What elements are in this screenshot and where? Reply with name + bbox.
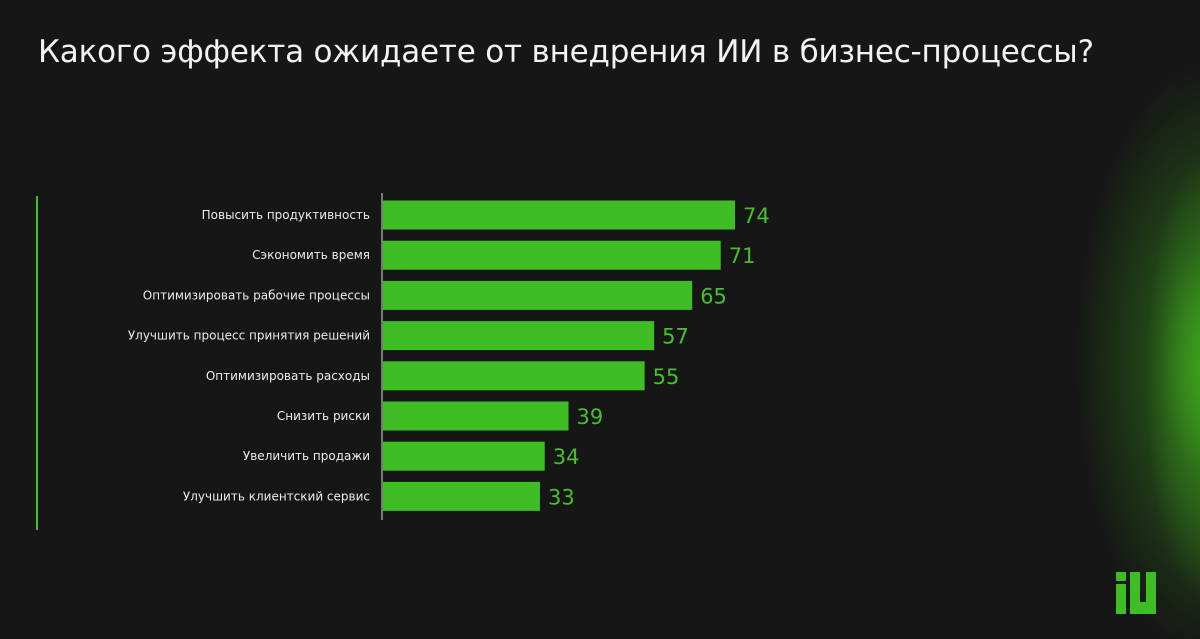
value-label: 55 [653,365,680,389]
value-label: 71 [729,244,756,268]
bar [383,321,655,351]
accent-line [36,196,38,530]
iu-logo-icon [1116,572,1156,614]
bar [383,200,735,230]
page-title: Какого эффекта ожидаете от внедрения ИИ … [38,34,1094,70]
bar [383,280,693,310]
category-label: Улучшить процесс принятия решений [128,329,370,343]
bar [383,441,545,471]
value-label: 33 [548,485,575,509]
bar [383,481,540,511]
category-label: Оптимизировать рабочие процессы [143,288,370,302]
value-label: 34 [553,445,580,469]
category-label: Улучшить клиентский сервис [183,489,370,503]
category-label: Сэкономить время [252,248,370,262]
category-label: Оптимизировать расходы [206,369,370,383]
bar [383,240,721,270]
category-label: Повысить продуктивность [202,208,370,222]
bar [383,361,645,391]
category-label: Снизить риски [277,409,370,423]
bar [383,401,569,431]
value-label: 57 [662,325,689,349]
value-label: 39 [577,405,604,429]
value-label: 74 [743,204,770,228]
category-label: Увеличить продажи [243,449,370,463]
value-label: 65 [700,284,727,308]
